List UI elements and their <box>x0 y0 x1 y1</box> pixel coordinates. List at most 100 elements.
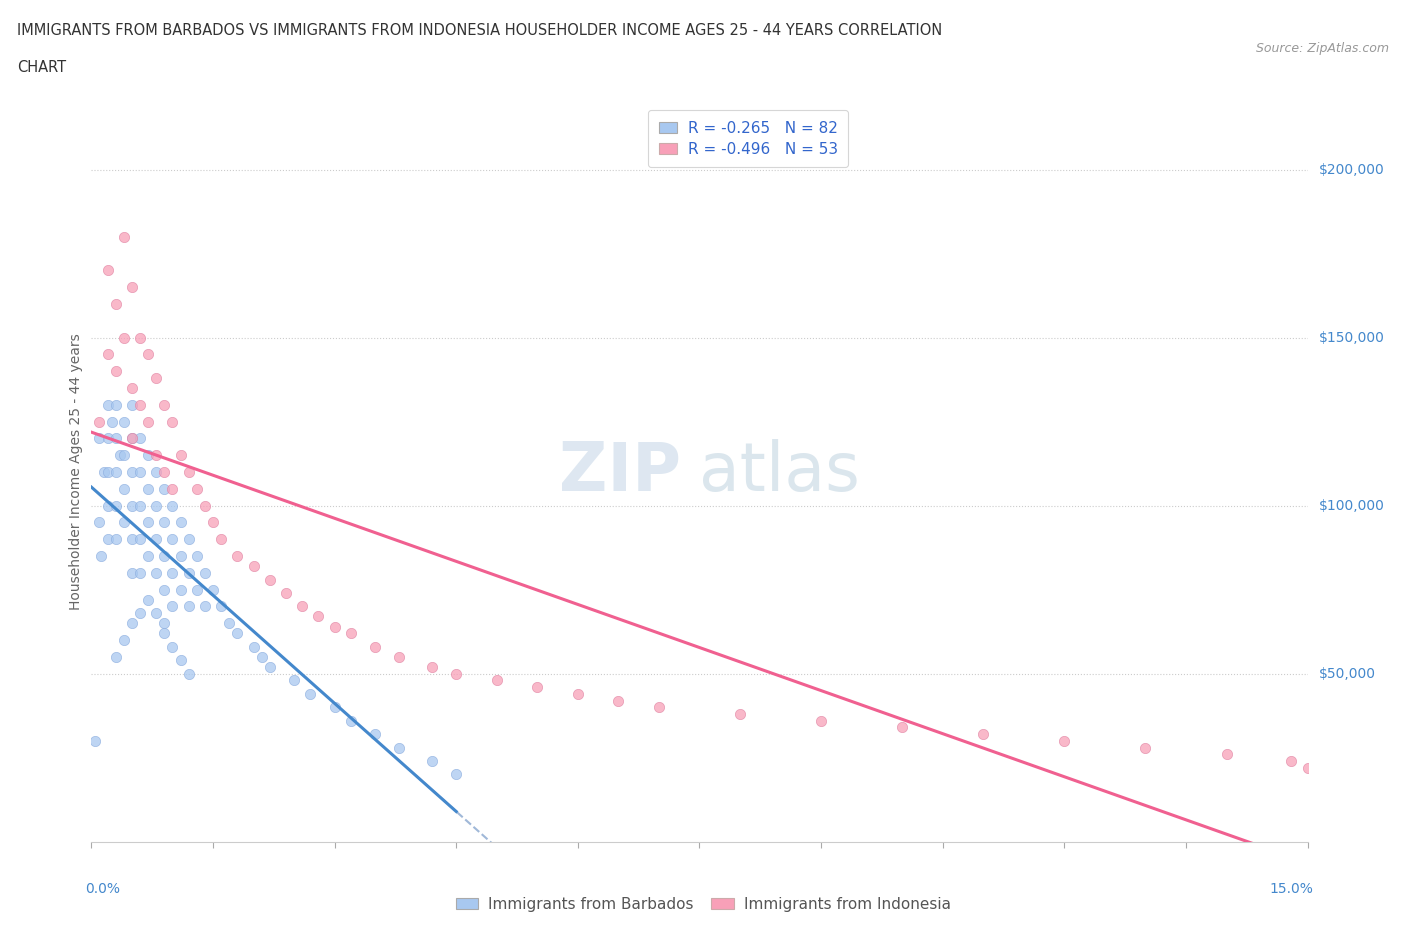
Point <box>112 515 135 530</box>
Point <box>84 734 107 749</box>
Point <box>340 713 363 728</box>
Point <box>1313 767 1336 782</box>
Point <box>104 498 127 513</box>
Point <box>104 431 127 445</box>
Point <box>169 653 191 668</box>
Legend: R = -0.265   N = 82, R = -0.496   N = 53: R = -0.265 N = 82, R = -0.496 N = 53 <box>648 110 848 167</box>
Point <box>104 364 127 379</box>
Text: CHART: CHART <box>17 60 66 75</box>
Point <box>100 414 122 429</box>
Legend: Immigrants from Barbados, Immigrants from Indonesia: Immigrants from Barbados, Immigrants fro… <box>450 891 956 918</box>
Point <box>1296 761 1319 776</box>
Point <box>97 263 120 278</box>
Point <box>162 639 184 654</box>
Point <box>145 447 167 462</box>
Text: Source: ZipAtlas.com: Source: ZipAtlas.com <box>1256 42 1389 55</box>
Text: atlas: atlas <box>699 439 860 505</box>
Point <box>177 599 200 614</box>
Point <box>162 482 184 497</box>
Point <box>728 707 751 722</box>
Point <box>104 297 127 312</box>
Point <box>444 666 467 681</box>
Point <box>242 559 264 574</box>
Point <box>153 482 176 497</box>
Point <box>1279 753 1302 768</box>
Point <box>162 565 184 580</box>
Point <box>129 465 152 480</box>
Point <box>169 549 191 564</box>
Point <box>89 515 111 530</box>
Point <box>121 431 143 445</box>
Point <box>129 431 152 445</box>
Point <box>177 565 200 580</box>
Point <box>242 639 264 654</box>
Text: $150,000: $150,000 <box>1319 330 1385 344</box>
Point <box>136 447 159 462</box>
Point <box>891 720 914 735</box>
Point <box>323 699 346 714</box>
Point <box>121 397 143 412</box>
Point <box>121 465 143 480</box>
Point <box>1135 740 1157 755</box>
Point <box>202 515 225 530</box>
Point <box>388 740 411 755</box>
Point <box>90 549 112 564</box>
Point <box>972 726 994 741</box>
Point <box>1053 734 1076 749</box>
Point <box>145 565 167 580</box>
Point <box>153 549 176 564</box>
Point <box>340 626 363 641</box>
Point <box>259 572 281 587</box>
Text: $200,000: $200,000 <box>1319 163 1385 177</box>
Point <box>112 414 135 429</box>
Point <box>177 666 200 681</box>
Point <box>169 447 191 462</box>
Point <box>226 549 249 564</box>
Point <box>89 414 111 429</box>
Point <box>169 515 191 530</box>
Point <box>89 431 111 445</box>
Point <box>136 515 159 530</box>
Point <box>136 549 159 564</box>
Point <box>121 498 143 513</box>
Point <box>145 465 167 480</box>
Point <box>104 397 127 412</box>
Point <box>136 414 159 429</box>
Point <box>162 532 184 547</box>
Point <box>607 693 630 708</box>
Text: $100,000: $100,000 <box>1319 498 1385 512</box>
Point <box>136 592 159 607</box>
Point <box>209 599 232 614</box>
Text: IMMIGRANTS FROM BARBADOS VS IMMIGRANTS FROM INDONESIA HOUSEHOLDER INCOME AGES 25: IMMIGRANTS FROM BARBADOS VS IMMIGRANTS F… <box>17 23 942 38</box>
Text: $50,000: $50,000 <box>1319 667 1375 681</box>
Point <box>169 582 191 597</box>
Point <box>420 659 443 674</box>
Point <box>153 397 176 412</box>
Point <box>121 431 143 445</box>
Point <box>104 649 127 664</box>
Point <box>121 532 143 547</box>
Point <box>121 380 143 395</box>
Point <box>93 465 115 480</box>
Point <box>121 565 143 580</box>
Point <box>162 599 184 614</box>
Point <box>162 414 184 429</box>
Point <box>129 498 152 513</box>
Text: 0.0%: 0.0% <box>86 883 121 897</box>
Point <box>307 609 329 624</box>
Point <box>153 515 176 530</box>
Point <box>218 616 240 631</box>
Point <box>153 616 176 631</box>
Point <box>129 330 152 345</box>
Point <box>136 482 159 497</box>
Point <box>145 605 167 620</box>
Point <box>420 753 443 768</box>
Point <box>291 599 314 614</box>
Point <box>259 659 281 674</box>
Point <box>104 532 127 547</box>
Point <box>444 767 467 782</box>
Point <box>485 673 508 688</box>
Point <box>97 465 120 480</box>
Point <box>250 649 273 664</box>
Point <box>648 699 671 714</box>
